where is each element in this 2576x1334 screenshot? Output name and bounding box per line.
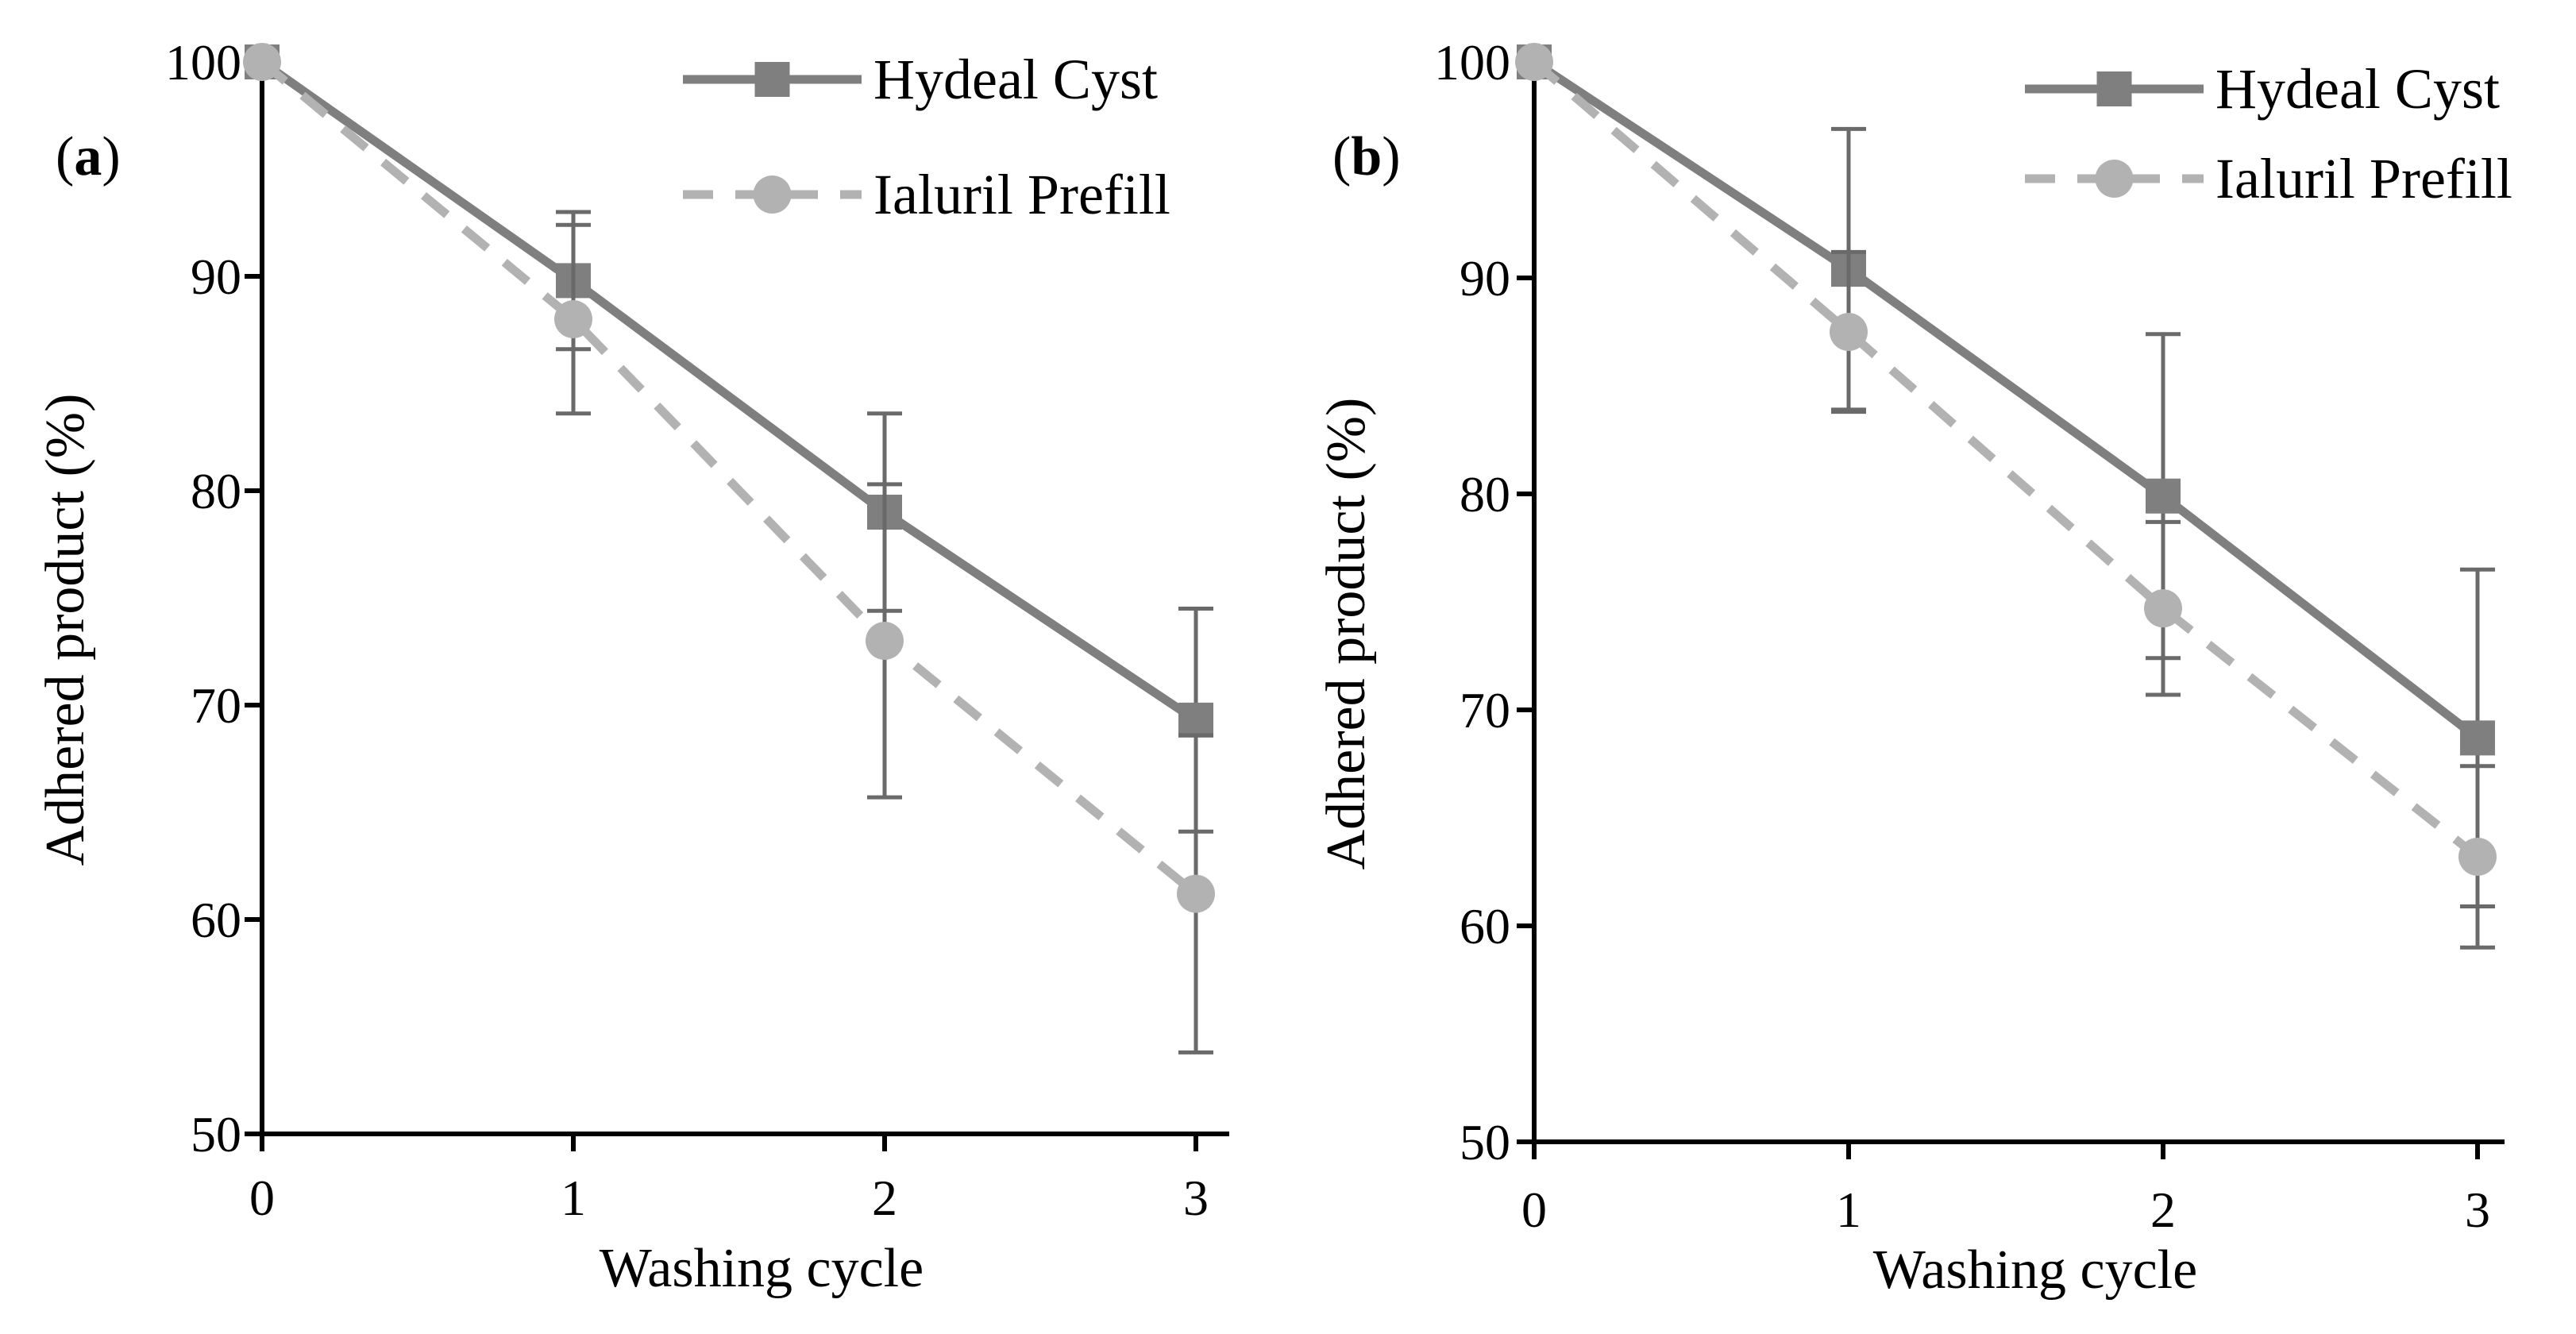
data-point-square <box>2146 478 2181 514</box>
x-tick-label: 2 <box>872 1170 897 1226</box>
y-tick-label: 60 <box>191 892 241 948</box>
y-tick-label: 90 <box>191 249 241 305</box>
x-tick-label: 2 <box>2150 1182 2176 1238</box>
x-axis-title: Washing cycle <box>600 1238 924 1299</box>
y-tick-label: 100 <box>1434 34 1510 91</box>
legend-label: Ialuril Prefill <box>2215 147 2512 210</box>
panel-label-open-paren: ( <box>1332 126 1351 187</box>
data-point-circle <box>2458 837 2497 876</box>
x-tick-label: 1 <box>561 1170 586 1226</box>
series-line <box>1531 58 2481 742</box>
data-point-circle <box>2144 589 2182 628</box>
series-line <box>259 58 1199 724</box>
legend-entry: Hydeal Cyst <box>683 48 1158 111</box>
legend-entry: Ialuril Prefill <box>683 163 1170 226</box>
data-point-circle <box>243 43 281 81</box>
panel-label: (a) <box>56 126 121 187</box>
y-tick-label: 100 <box>165 34 241 91</box>
x-tick-label: 3 <box>1183 1170 1209 1226</box>
x-tick-label: 0 <box>249 1170 275 1226</box>
legend-entry: Ialuril Prefill <box>2025 147 2512 210</box>
legend-label: Hydeal Cyst <box>873 48 1158 111</box>
legend-marker-circle <box>2095 160 2134 198</box>
series-ialuril-prefill <box>1515 43 2497 950</box>
chart-panel-b: 50 60 70 80 90 100 0 1 2 3 Washing cycle Adhered pr… <box>1316 34 2512 1301</box>
panel-label-letter: a <box>74 126 102 187</box>
x-tick-label: 3 <box>2465 1182 2490 1238</box>
data-point-circle <box>1515 43 1553 81</box>
y-tick-label: 60 <box>1460 898 1510 954</box>
legend-label: Hydeal Cyst <box>2215 57 2500 121</box>
data-point-circle <box>866 622 904 660</box>
y-tick-label: 80 <box>1460 466 1510 522</box>
y-tick-label: 80 <box>191 463 241 519</box>
data-point-square <box>2460 720 2495 756</box>
y-tick-label: 50 <box>191 1106 241 1162</box>
y-axis-title: Adhered product (%) <box>35 394 96 866</box>
panel-label-close-paren: ) <box>1382 126 1400 187</box>
x-axis-title: Washing cycle <box>1873 1240 2197 1301</box>
x-tick-label: 1 <box>1836 1182 1861 1238</box>
legend-entry: Hydeal Cyst <box>2025 57 2500 121</box>
data-point-circle <box>1177 874 1215 913</box>
legend-marker-square <box>2096 71 2132 106</box>
panel-label-close-paren: ) <box>102 126 120 187</box>
legend-marker-circle <box>753 175 792 214</box>
x-tick-label: 0 <box>1521 1182 1547 1238</box>
y-tick-label: 50 <box>1460 1114 1510 1170</box>
panel-label: (b) <box>1332 126 1401 187</box>
data-point-circle <box>554 300 592 338</box>
panel-label-letter: b <box>1351 126 1382 187</box>
data-point-circle <box>1830 313 1868 351</box>
y-tick-label: 90 <box>1460 250 1510 307</box>
legend-marker-square <box>754 62 790 97</box>
legend-label: Ialuril Prefill <box>873 163 1170 226</box>
chart-panel-a: 50 60 70 80 90 100 0 1 2 3 Washing cycle Adhered pr… <box>35 34 1229 1299</box>
series-ialuril-prefill <box>243 43 1215 1054</box>
y-axis-title: Adhered product (%) <box>1316 398 1377 870</box>
series-line <box>259 58 1199 897</box>
panel-label-open-paren: ( <box>56 126 74 187</box>
data-point-square <box>1178 702 1213 738</box>
y-tick-label: 70 <box>191 677 241 734</box>
y-tick-label: 70 <box>1460 682 1510 738</box>
